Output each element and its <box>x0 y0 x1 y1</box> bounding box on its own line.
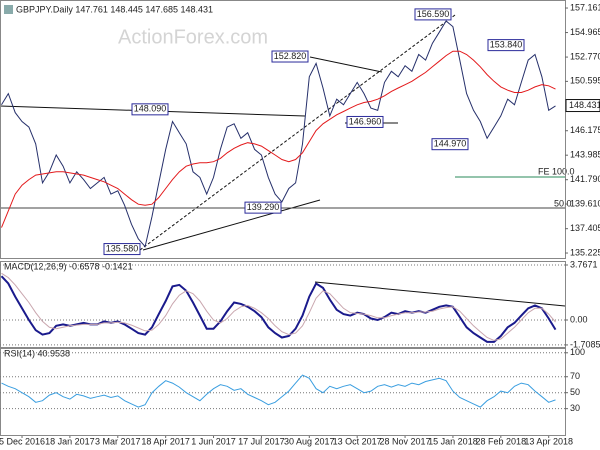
x-tick-label: 18 Apr 2017 <box>141 436 190 446</box>
y-tick-label: 150.5950 <box>570 76 600 86</box>
series-line <box>1 50 556 228</box>
level-label: FE 100.0 <box>538 166 575 176</box>
y-tick-label: 152.7700 <box>570 51 600 61</box>
y-tick-label: 137.4050 <box>570 223 600 233</box>
last-price-box <box>565 99 600 113</box>
price-label: 144.970 <box>434 139 467 149</box>
panel-title: RSI(14) 40.9538 <box>4 348 70 358</box>
price-label-box <box>346 115 384 128</box>
price-label-box <box>131 103 169 116</box>
x-tick-label: 13 Oct 2017 <box>333 436 382 446</box>
trend-line <box>139 14 456 251</box>
y-tick-label: 154.9650 <box>570 27 600 37</box>
price-label: 135.580 <box>106 243 139 253</box>
price-label-box <box>103 243 141 256</box>
y-tick-label: 0.00 <box>570 314 588 324</box>
y-tick-label: 157.1610 <box>570 2 600 12</box>
y-tick-label: 139.6100 <box>570 198 600 208</box>
panel-title: MACD(12,26,9) -0.6578 -0.1421 <box>4 261 133 271</box>
x-tick-label: 28 Feb 2018 <box>476 436 527 446</box>
level-label: 50.0 <box>554 198 572 208</box>
series-line <box>1 374 556 408</box>
y-tick-label: 146.1750 <box>570 125 600 135</box>
icon <box>4 5 13 14</box>
panel-frame <box>0 348 566 436</box>
x-tick-label: 17 Jul 2017 <box>238 436 285 446</box>
x-tick-label: 1 Jun 2017 <box>191 436 236 446</box>
x-tick-label: 30 Aug 2017 <box>284 436 335 446</box>
trend-line <box>314 281 566 307</box>
y-tick-label: 70 <box>570 371 580 381</box>
price-label-box <box>431 138 469 151</box>
panel-frame <box>0 261 566 348</box>
x-tick-label: 28 Nov 2017 <box>380 436 431 446</box>
chart-title: GBPJPY.Daily 147.761 148.445 147.685 148… <box>16 4 213 14</box>
price-label: 153.840 <box>490 39 523 49</box>
x-tick-label: 3 Mar 2017 <box>95 436 141 446</box>
price-label-box <box>487 39 525 52</box>
price-label: 156.590 <box>417 9 450 19</box>
y-tick-label: 100 <box>570 347 585 357</box>
x-tick-label: 15 Jan 2018 <box>428 436 478 446</box>
y-tick-label: 50 <box>570 387 580 397</box>
y-tick-label: 135.2250 <box>570 247 600 257</box>
series-line <box>1 20 556 248</box>
price-label-box <box>414 8 452 21</box>
price-label: 148.090 <box>134 104 167 114</box>
y-tick-label: 30 <box>570 403 580 413</box>
price-label-box <box>244 201 282 214</box>
x-tick-label: 18 Jan 2017 <box>45 436 95 446</box>
panel-frame <box>0 0 566 259</box>
price-label-box <box>271 50 309 63</box>
y-tick-label: 3.7671 <box>570 259 598 269</box>
x-tick-label: 13 Apr 2018 <box>524 436 573 446</box>
y-tick-label: 143.9850 <box>570 150 600 160</box>
watermark: ActionForex.com <box>118 26 268 48</box>
x-tick-label: 5 Dec 2016 <box>0 436 45 446</box>
last-price-label: 148.431 <box>569 100 600 110</box>
y-tick-label: -1.7085 <box>570 339 600 349</box>
series-line <box>1 272 556 341</box>
price-label: 146.960 <box>349 116 382 126</box>
price-label: 152.820 <box>274 51 307 61</box>
price-label: 139.290 <box>247 202 280 212</box>
y-tick-label: 141.7900 <box>570 174 600 184</box>
trend-line <box>309 56 383 73</box>
